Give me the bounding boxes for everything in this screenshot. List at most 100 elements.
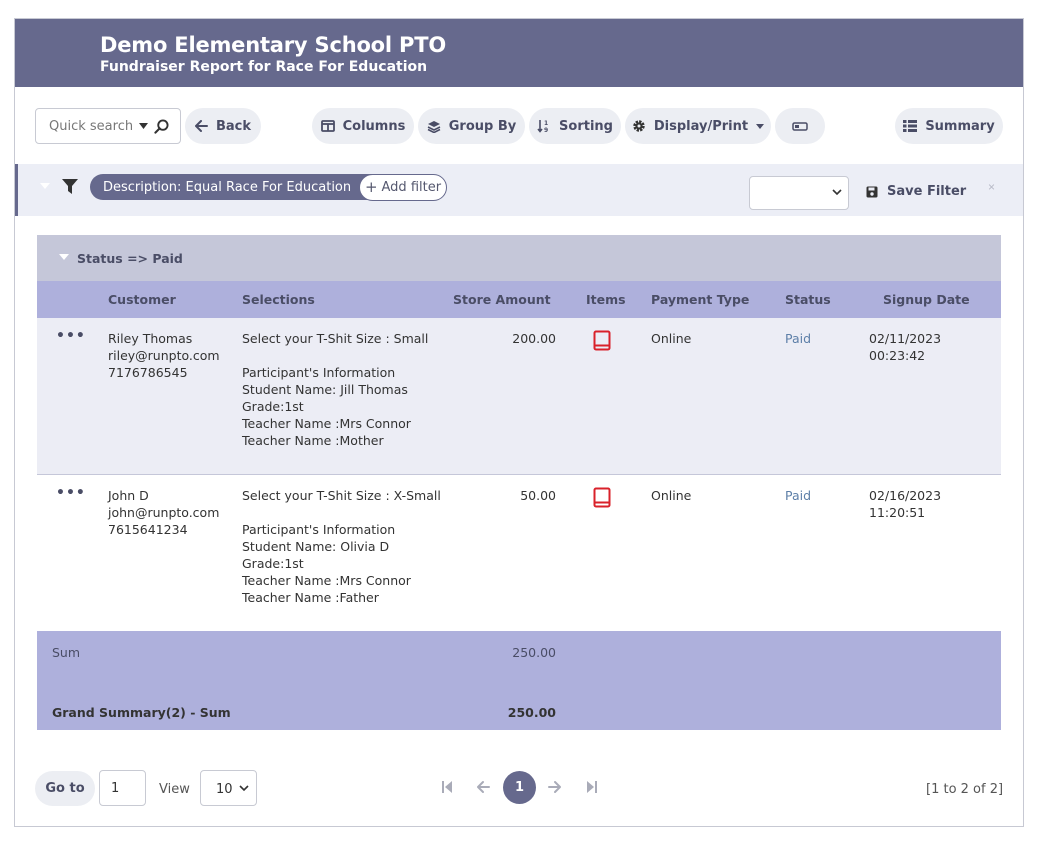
group-by-button[interactable]: Group By [418, 108, 525, 144]
caret-down-icon[interactable] [40, 183, 50, 189]
col-items[interactable]: Items [586, 292, 626, 307]
status-link[interactable]: Paid [785, 331, 812, 346]
sum-label: Sum [52, 645, 81, 660]
grand-summary-label: Grand Summary(2) - Sum [52, 705, 231, 720]
columns-icon [320, 120, 335, 132]
selection-line: Participant's Information [242, 522, 396, 537]
grand-summary-value: 250.00 [507, 705, 556, 720]
sorting-label: Sorting [559, 118, 613, 134]
selection-spacer [242, 504, 441, 521]
caret-down-icon[interactable] [139, 123, 148, 129]
filter-icon[interactable] [61, 178, 79, 196]
group-label: Status => Paid [77, 251, 183, 266]
filter-chip[interactable]: Description: Equal Race For Education × [90, 174, 386, 200]
col-payment-type[interactable]: Payment Type [651, 292, 750, 307]
page-title: Demo Elementary School PTO [100, 33, 446, 57]
signup-date: 02/16/2023 11:20:51 [869, 488, 942, 520]
store-amount: 200.00 [512, 331, 556, 346]
toggle-button[interactable] [775, 108, 825, 144]
customer-email: riley@runpto.com [108, 348, 220, 363]
close-icon[interactable]: × [988, 180, 996, 194]
customer-phone: 7615641234 [108, 522, 188, 537]
selection-line: Grade:1st [242, 399, 304, 414]
page-size-select[interactable]: 10 [200, 770, 257, 806]
selections-cell: Select your T-Shit Size : X-Small Partic… [242, 487, 441, 606]
quick-search[interactable] [35, 108, 181, 144]
col-customer[interactable]: Customer [108, 292, 176, 307]
payment-type: Online [651, 488, 692, 503]
save-filter-button[interactable]: Save Filter [866, 184, 966, 199]
selection-line: Select your T-Shit Size : Small [242, 331, 429, 346]
arrow-left-icon [194, 120, 208, 132]
layers-icon [427, 120, 441, 133]
current-page-button[interactable]: 1 [503, 771, 536, 804]
columns-label: Columns [342, 118, 406, 134]
caret-down-icon[interactable] [59, 254, 69, 260]
selection-line: Student Name: Olivia D [242, 539, 390, 554]
first-page-icon[interactable] [441, 780, 453, 794]
selections-cell: Select your T-Shit Size : Small Particip… [242, 330, 428, 449]
add-filter-button[interactable]: + Add filter [359, 174, 447, 201]
selection-line: Teacher Name :Father [242, 590, 379, 605]
page-range-label: [1 to 2 of 2] [926, 782, 1004, 797]
next-page-icon[interactable] [548, 780, 562, 794]
search-icon[interactable] [154, 118, 169, 134]
view-label: View [159, 782, 190, 797]
store-amount: 50.00 [520, 488, 556, 503]
row-actions-icon[interactable]: ••• [56, 328, 86, 344]
group-header-row[interactable]: Status => Paid [37, 235, 1001, 281]
col-store-amount[interactable]: Store Amount [453, 292, 551, 307]
search-input[interactable] [49, 118, 139, 134]
book-icon[interactable] [593, 487, 611, 508]
last-page-icon[interactable] [586, 780, 598, 794]
prev-page-icon[interactable] [476, 780, 490, 794]
selection-line: Teacher Name :Mrs Connor [242, 573, 411, 588]
selection-line: Participant's Information [242, 365, 396, 380]
summary-button[interactable]: Summary [895, 108, 1003, 144]
save-filter-label: Save Filter [887, 184, 967, 199]
summary-block: Sum 250.00 Grand Summary(2) - Sum 250.00 [37, 631, 1001, 730]
summary-label: Summary [925, 118, 995, 134]
book-icon[interactable] [593, 330, 611, 351]
selection-line: Teacher Name :Mrs Connor [242, 416, 411, 431]
customer-phone: 7176786545 [108, 365, 188, 380]
floppy-icon [866, 186, 878, 197]
columns-button[interactable]: Columns [312, 108, 414, 144]
filter-bar: Description: Equal Race For Education × … [15, 164, 1023, 216]
page-number-value: 1 [111, 781, 120, 796]
display-print-button[interactable]: Display/Print [625, 108, 771, 144]
svg-text:1: 1 [544, 120, 548, 127]
back-label: Back [215, 118, 252, 134]
customer-cell: Riley Thomas riley@runpto.com 7176786545 [108, 330, 220, 381]
status-link[interactable]: Paid [785, 488, 812, 503]
signup-date: 02/11/2023 00:23:42 [869, 331, 942, 363]
col-signup-date[interactable]: Signup Date [883, 292, 970, 307]
page-size-value: 10 [216, 782, 233, 797]
page-subtitle: Fundraiser Report for Race For Education [100, 59, 428, 75]
table-header: Customer Selections Store Amount Items P… [37, 281, 1001, 318]
svg-text:9: 9 [544, 127, 548, 133]
goto-button[interactable]: Go to [35, 771, 95, 806]
table-row: ••• Riley Thomas riley@runpto.com 717678… [37, 318, 1001, 475]
selection-spacer [242, 347, 428, 364]
toggle-icon [792, 121, 808, 131]
page-number-input[interactable]: 1 [99, 770, 146, 806]
caret-down-icon [756, 123, 765, 129]
row-actions-icon[interactable]: ••• [56, 485, 86, 501]
chevron-down-icon [239, 785, 249, 792]
sum-value: 250.00 [512, 645, 556, 660]
display-print-label: Display/Print [653, 118, 749, 134]
report-header: Demo Elementary School PTO Fundraiser Re… [15, 19, 1023, 87]
saved-filter-select[interactable] [749, 176, 849, 210]
add-filter-label: Add filter [381, 180, 442, 195]
selection-line: Select your T-Shit Size : X-Small [242, 488, 441, 503]
group-by-label: Group By [448, 118, 517, 134]
back-button[interactable]: Back [185, 108, 261, 144]
col-status[interactable]: Status [785, 292, 831, 307]
customer-name: Riley Thomas [108, 331, 193, 346]
customer-name: John D [108, 488, 149, 503]
col-selections[interactable]: Selections [242, 292, 315, 307]
list-icon [903, 120, 918, 132]
customer-cell: John D john@runpto.com 7615641234 [108, 487, 219, 538]
